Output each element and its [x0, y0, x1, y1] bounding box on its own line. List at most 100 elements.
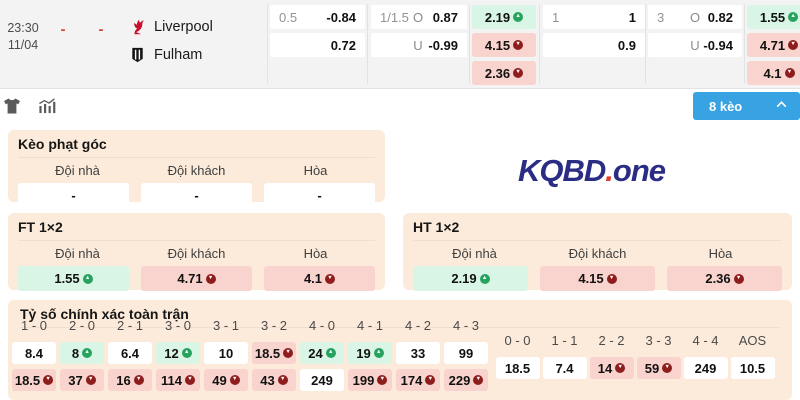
ht-handicap-away-cell[interactable]: 0.72: [270, 33, 365, 57]
odds-cell[interactable]: 4.71 ▼: [747, 33, 800, 57]
odds-value: -: [71, 188, 76, 203]
divider: [645, 4, 646, 84]
score-column: 3 - 0 12 ▲ 114 ▼: [154, 316, 202, 396]
ft-handicap-column: 1 1 0.9: [543, 0, 645, 88]
odds-cell[interactable]: 43 ▼: [252, 369, 296, 391]
trend-up-icon: ▲: [325, 348, 336, 358]
odds-value: 0.82: [707, 9, 733, 25]
odds-value: 59: [644, 360, 660, 376]
odds-cell[interactable]: 2.36 ▼: [667, 266, 782, 291]
ht-under-cell[interactable]: U -0.99: [371, 33, 467, 57]
match-date: 11/04: [7, 38, 39, 52]
odds-cell[interactable]: -: [18, 183, 129, 208]
trend-up-icon: ▲: [788, 12, 799, 22]
odds-cell[interactable]: 8.4: [12, 342, 56, 364]
odds-cell[interactable]: 10.5: [730, 357, 775, 379]
ft-under-cell[interactable]: U -0.94: [648, 33, 742, 57]
odds-cell[interactable]: 24 ▲: [300, 342, 344, 364]
trend-down-icon: ▼: [229, 375, 240, 385]
odds-cell[interactable]: 174 ▼: [396, 369, 440, 391]
trend-down-icon: ▼: [615, 363, 626, 373]
odds-value: 4.71: [177, 271, 203, 286]
score-label: 2 - 2: [598, 333, 625, 348]
odds-cell[interactable]: 249: [683, 357, 728, 379]
odds-cell[interactable]: 114 ▼: [156, 369, 200, 391]
odds-cell[interactable]: 12 ▲: [156, 342, 200, 364]
toolbar: 8 kèo: [0, 89, 800, 124]
trend-down-icon: ▼: [513, 40, 524, 50]
odds-value: 7.4: [555, 360, 574, 376]
under-label: U: [690, 37, 700, 53]
panel-title: Tỷ số chính xác toàn trận: [20, 306, 780, 328]
odds-cell[interactable]: 1.55 ▲: [18, 266, 129, 291]
odds-cell[interactable]: 229 ▼: [444, 369, 488, 391]
score-column: 3 - 1 10 49 ▼: [202, 316, 250, 396]
ht-handicap-home-cell[interactable]: 0.5 -0.84: [270, 5, 365, 29]
trend-down-icon: ▼: [325, 273, 336, 284]
odds-cell[interactable]: 4.15 ▼: [540, 266, 655, 291]
trend-down-icon: ▼: [425, 375, 436, 385]
ft-over-cell[interactable]: 3 O 0.82: [648, 5, 742, 29]
odds-cell[interactable]: 37 ▼: [60, 369, 104, 391]
odds-cell[interactable]: -: [141, 183, 252, 208]
odds-cell[interactable]: 59 ▼: [636, 357, 681, 379]
odds-value: 18.5: [504, 360, 531, 376]
odds-cell[interactable]: 14 ▼: [589, 357, 634, 379]
jersey-icon[interactable]: [2, 96, 22, 121]
ou-line: 1/1.5: [380, 9, 409, 25]
trend-down-icon: ▼: [788, 40, 799, 50]
odds-value: 229: [448, 372, 471, 388]
odds-cell[interactable]: 18.5: [495, 357, 540, 379]
odds-cell[interactable]: 6.4: [108, 342, 152, 364]
odds-cell[interactable]: 18.5 ▼: [12, 369, 56, 391]
trend-up-icon: ▲: [181, 348, 192, 358]
trend-down-icon: ▼: [283, 348, 294, 358]
odds-value: 0.72: [330, 37, 356, 53]
odds-cell[interactable]: 49 ▼: [204, 369, 248, 391]
odds-cell[interactable]: 249: [300, 369, 344, 391]
odds-cell[interactable]: 16 ▼: [108, 369, 152, 391]
odds-value: 18.5: [254, 345, 281, 361]
odds-cells-row: ---: [18, 183, 375, 208]
odds-cell[interactable]: 8 ▲: [60, 342, 104, 364]
stats-chart-icon[interactable]: [36, 96, 57, 121]
odds-value: 24: [308, 345, 323, 361]
ft-handicap-home-cell[interactable]: 1 1: [543, 5, 645, 29]
odds-cell[interactable]: 2.19 ▲: [413, 266, 528, 291]
over-label: O: [689, 9, 701, 25]
odds-cell[interactable]: 18.5 ▼: [252, 342, 296, 364]
draw-header: Hòa: [303, 246, 328, 261]
odds-cell[interactable]: 4.71 ▼: [141, 266, 252, 291]
column-headers: Đội nhà Đội khách Hòa: [18, 163, 375, 178]
away-team[interactable]: Fulham: [130, 47, 202, 63]
draw-header: Hòa: [708, 246, 733, 261]
odds-cell[interactable]: 2.19 ▲: [472, 5, 536, 29]
odds-cell[interactable]: 7.4: [542, 357, 587, 379]
panel-title: HT 1×2: [413, 219, 782, 241]
odds-value: 0.87: [432, 9, 458, 25]
odds-cell[interactable]: 19 ▲: [348, 342, 392, 364]
odds-value: 12: [164, 345, 179, 361]
odds-cell[interactable]: 33: [396, 342, 440, 364]
ht-over-cell[interactable]: 1/1.5 O 0.87: [371, 5, 467, 29]
odds-cell[interactable]: 99: [444, 342, 488, 364]
odds-cell[interactable]: 1.55 ▲: [747, 5, 800, 29]
ft-handicap-away-cell[interactable]: 0.9: [543, 33, 645, 57]
odds-cell[interactable]: 2.36 ▼: [472, 61, 536, 85]
odds-value: 4.1: [763, 65, 782, 81]
odds-count-button[interactable]: 8 kèo: [693, 92, 800, 120]
home-team[interactable]: Liverpool: [130, 18, 213, 35]
odds-value: 2.36: [705, 271, 731, 286]
odds-value: 99: [458, 345, 474, 361]
odds-count-label: 8 kèo: [709, 98, 743, 114]
odds-cell[interactable]: 199 ▼: [348, 369, 392, 391]
odds-cell[interactable]: 10: [204, 342, 248, 364]
match-odds-row: 23:30 11/04 - - Liverpool Fulham 0.5: [0, 0, 800, 89]
trend-down-icon: ▼: [606, 273, 617, 284]
odds-cell[interactable]: -: [264, 183, 375, 208]
odds-cell[interactable]: 4.1 ▼: [264, 266, 375, 291]
odds-cell[interactable]: 4.1 ▼: [747, 61, 800, 85]
odds-cell[interactable]: 4.15 ▼: [472, 33, 536, 57]
odds-value: 2.19: [451, 271, 477, 286]
